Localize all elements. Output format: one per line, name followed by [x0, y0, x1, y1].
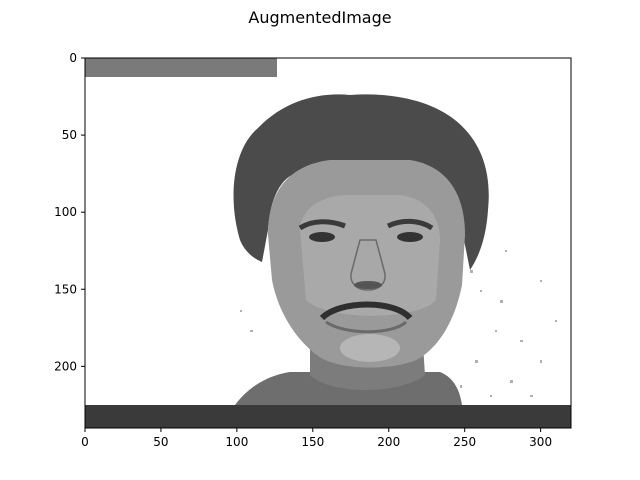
left-eye: [309, 232, 335, 242]
nose: [350, 239, 386, 291]
y-tick-label: 200: [54, 359, 77, 373]
mouth: [319, 301, 413, 321]
hair: [233, 94, 489, 270]
bottom-bar: [85, 405, 571, 428]
left-eyebrow: [298, 219, 346, 231]
axes-frame: [84, 57, 572, 429]
x-tick-label: 50: [153, 435, 168, 449]
right-eyebrow: [386, 218, 434, 231]
y-tick-label: 150: [54, 282, 77, 296]
x-tick-label: 200: [377, 435, 400, 449]
figure-title: AugmentedImage: [248, 8, 392, 27]
right-eye: [397, 232, 423, 242]
x-tick-label: 0: [81, 435, 89, 449]
x-tick-label: 150: [301, 435, 324, 449]
top-bar: [85, 58, 277, 77]
speckle-noise: [240, 250, 557, 397]
x-tick-label: 300: [529, 435, 552, 449]
nostrils: [354, 281, 382, 289]
chin: [340, 334, 400, 362]
image-area: [85, 58, 571, 428]
y-axis: 0 50 100 150 200: [54, 51, 85, 373]
x-axis: 0 50 100 150 200 250 300: [81, 428, 552, 449]
y-tick-label: 0: [69, 51, 77, 65]
x-tick-label: 250: [453, 435, 476, 449]
lower-lip: [325, 320, 408, 334]
y-tick-label: 50: [62, 128, 77, 142]
x-tick-label: 100: [225, 435, 248, 449]
y-tick-label: 100: [54, 205, 77, 219]
